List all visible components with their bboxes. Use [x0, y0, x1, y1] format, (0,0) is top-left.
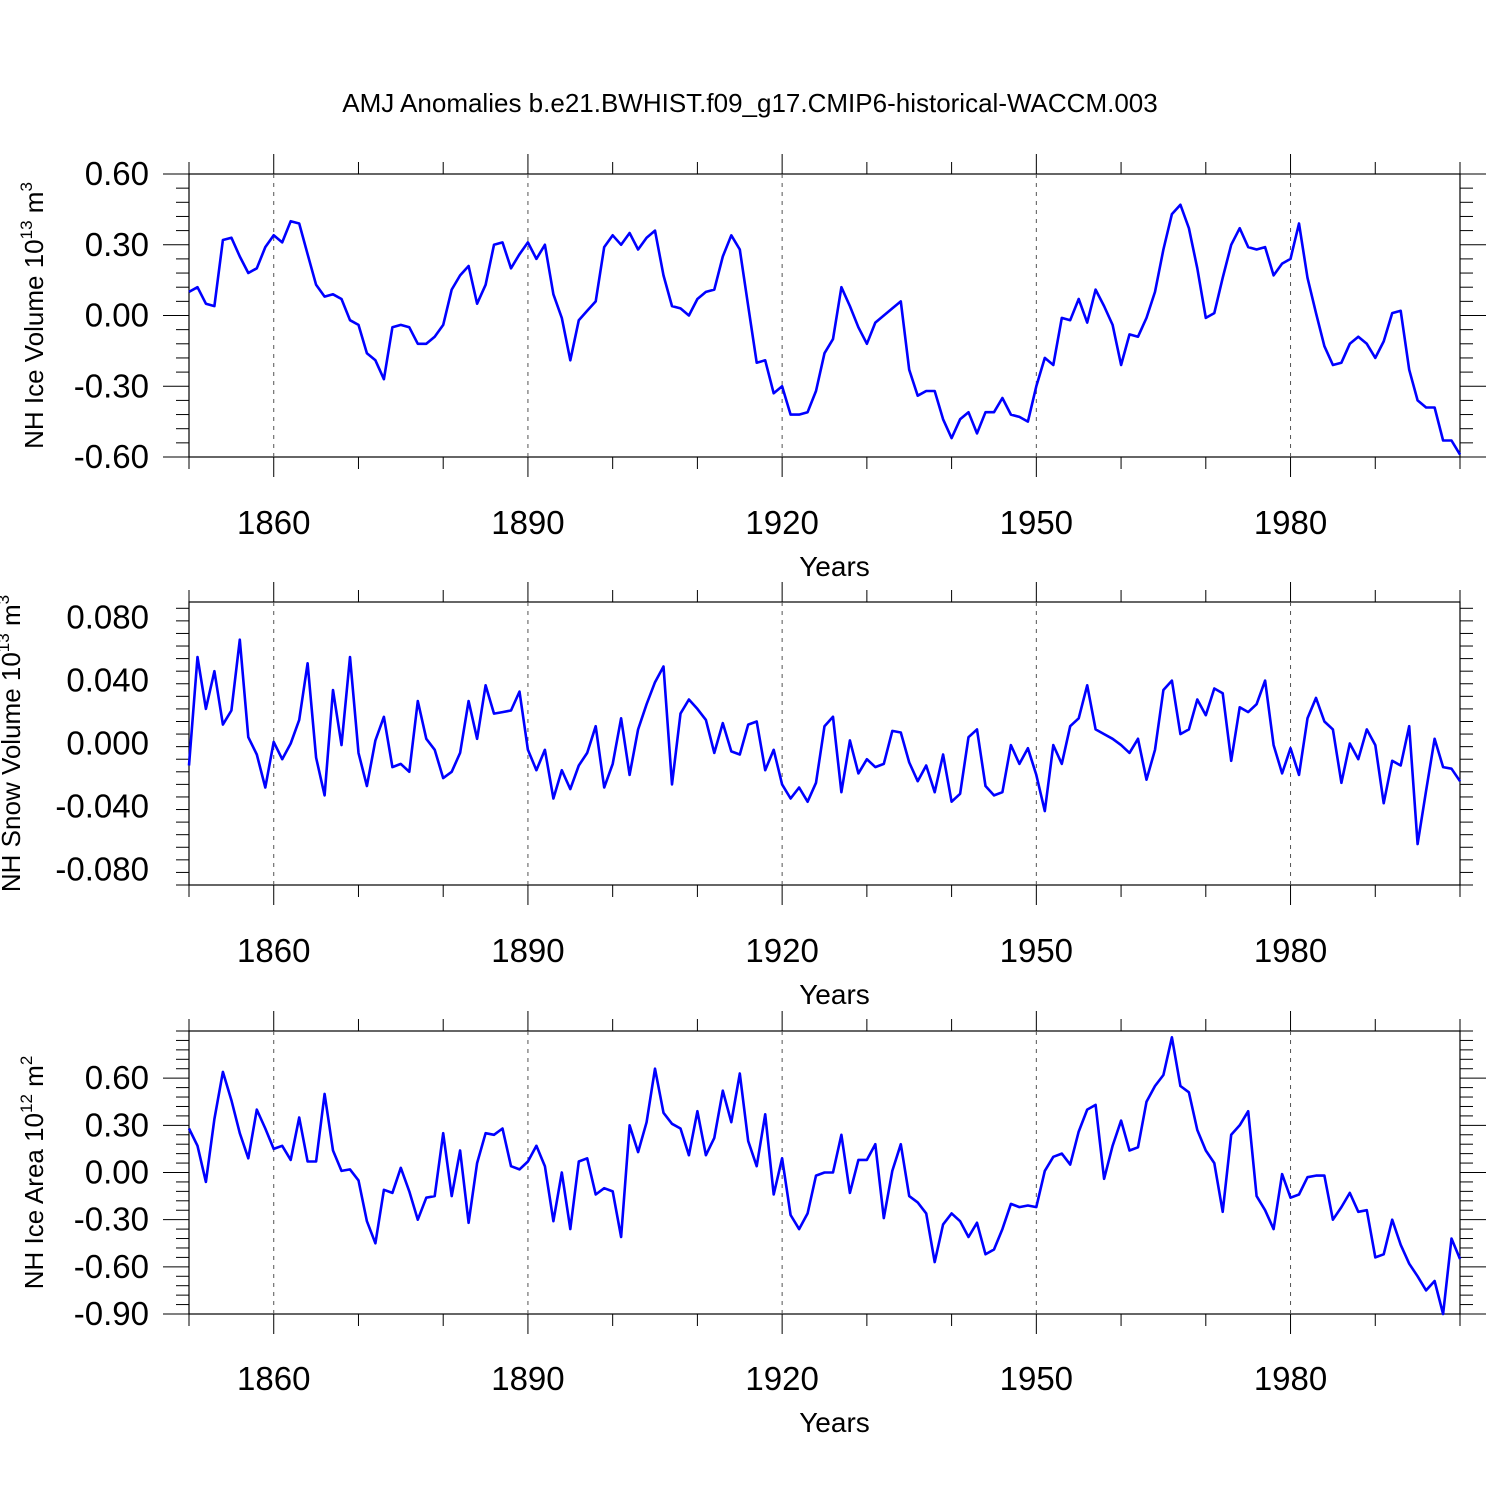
ice-volume-x-axis-label: Years — [799, 551, 870, 582]
ice-area-y-tick-label: 0.60 — [85, 1059, 149, 1096]
snow-volume-x-tick-label: 1920 — [745, 932, 818, 969]
snow-volume-x-tick-label: 1950 — [1000, 932, 1073, 969]
ice-volume-y-tick-label: -0.60 — [74, 438, 149, 475]
ice-volume-x-tick-label: 1860 — [237, 504, 310, 541]
ice-volume-x-tick-label: 1890 — [491, 504, 564, 541]
ice-volume-y-tick-label: -0.30 — [74, 367, 149, 404]
ice-area-y-axis-label: NH Ice Area 1012 m2 — [17, 1056, 49, 1290]
snow-volume-y-tick-label: -0.040 — [55, 787, 149, 824]
ice-area-series-line — [187, 1036, 1462, 1316]
snow-volume-panel: 1860 1890 1920 1950 1980 -0.080 -0.040 0.000 0.0… — [0, 582, 1473, 1010]
ice-volume-y-tick-label: 0.30 — [85, 226, 149, 263]
ice-area-y-tick-label: -0.60 — [74, 1248, 149, 1285]
ice-volume-y-tick-label: 0.00 — [85, 297, 149, 334]
ice-area-x-axis-label: Years — [799, 1407, 870, 1438]
snow-volume-y-axis-label: NH Snow Volume 1013 m3 — [0, 595, 26, 892]
snow-volume-x-tick-label: 1890 — [491, 932, 564, 969]
snow-volume-plot-frame — [188, 601, 1461, 886]
figure-title: AMJ Anomalies b.e21.BWHIST.f09_g17.CMIP6… — [342, 88, 1157, 118]
ice-volume-y-axis-label: NH Ice Volume 1013 m3 — [17, 182, 49, 449]
ice-volume-series-line — [188, 203, 1462, 456]
ice-area-y-tick-label: -0.90 — [74, 1295, 149, 1332]
snow-volume-x-axis-label: Years — [799, 979, 870, 1010]
ice-volume-panel: 1860 1890 1920 1950 1980 -0.60 -0.30 0.00 0.30 0.… — [17, 154, 1486, 582]
ice-area-x-tick-label: 1980 — [1254, 1360, 1327, 1397]
snow-volume-x-tick-label: 1860 — [237, 932, 310, 969]
ice-area-y-tick-label: -0.30 — [74, 1201, 149, 1238]
ice-area-x-tick-label: 1860 — [237, 1360, 310, 1397]
ice-area-y-tick-label: 0.00 — [85, 1154, 149, 1191]
snow-volume-series-line — [187, 638, 1462, 846]
ice-volume-y-tick-label: 0.60 — [85, 155, 149, 192]
ice-area-y-tick-label: 0.30 — [85, 1106, 149, 1143]
ice-volume-x-tick-label: 1980 — [1254, 504, 1327, 541]
snow-volume-y-tick-label: -0.080 — [55, 850, 149, 887]
snow-volume-x-tick-label: 1980 — [1254, 932, 1327, 969]
ice-area-x-tick-label: 1950 — [1000, 1360, 1073, 1397]
snow-volume-y-tick-label: 0.000 — [66, 725, 149, 762]
ice-area-x-tick-label: 1890 — [491, 1360, 564, 1397]
ice-area-x-tick-label: 1920 — [745, 1360, 818, 1397]
snow-volume-y-tick-label: 0.080 — [66, 599, 149, 636]
snow-volume-y-tick-label: 0.040 — [66, 662, 149, 699]
ice-area-panel: 1860 1890 1920 1950 1980 -0.90 -0.60 -0.30 0.00 0… — [17, 1011, 1486, 1438]
ice-volume-x-tick-label: 1950 — [1000, 504, 1073, 541]
ice-volume-x-tick-label: 1920 — [745, 504, 818, 541]
